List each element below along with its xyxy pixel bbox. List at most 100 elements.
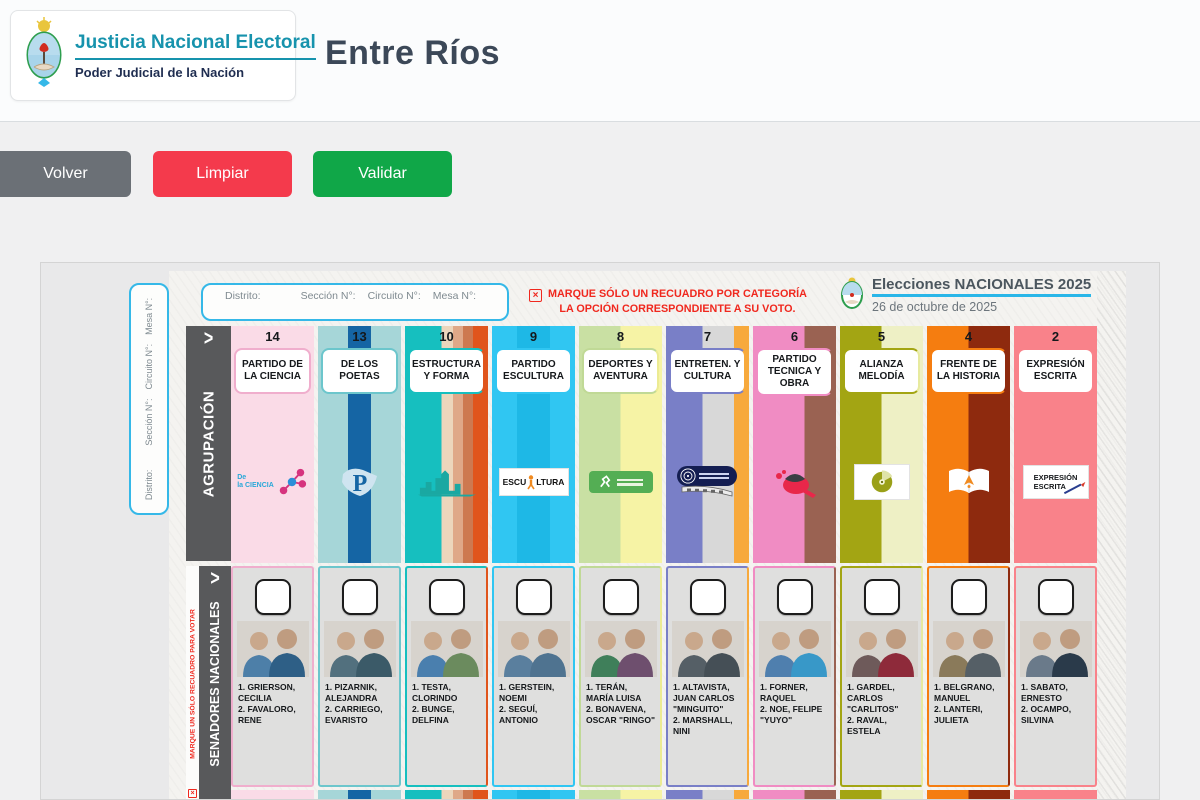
candidate-names: 1. TERÁN, MARÍA LUISA 2. BONAVENA, OSCAR …	[581, 682, 660, 726]
party-number: 8	[616, 329, 625, 344]
candidate-name-line: 2. BUNGE, DELFINA	[412, 704, 455, 726]
party-color-stripes-bottom	[840, 790, 923, 799]
party-name: ALIANZA MELODÍA	[843, 348, 920, 394]
party-color-stripes: 10 ESTRUCTURA Y FORMA	[405, 326, 488, 563]
senator-candidates-card: 1. GRIERSON, CECILIA 2. FAVALORO, RENE	[231, 566, 314, 787]
vote-checkbox[interactable]	[863, 579, 900, 615]
party-logo-entreten	[666, 448, 749, 516]
party-color-stripes: 9 PARTIDO ESCULTURA ESCU LTURA	[492, 326, 575, 563]
svg-text:P: P	[352, 471, 367, 497]
vote-checkbox[interactable]	[515, 579, 552, 615]
party-color-stripes: 8 DEPORTES Y AVENTURA	[579, 326, 662, 563]
candidates-photo	[932, 621, 1005, 677]
vote-checkbox[interactable]	[254, 579, 291, 615]
candidate-names: 1. GRIERSON, CECILIA 2. FAVALORO, RENE	[233, 682, 312, 726]
candidate-names: 1. ALTAVISTA, JUAN CARLOS "MINGUITO" 2. M…	[668, 682, 747, 737]
candidate-name-line: 2. CARRIEGO, EVARISTO	[325, 704, 383, 726]
party-color-stripes: 4 FRENTE DE LA HISTORIA	[927, 326, 1010, 563]
candidate-name-line: 1. FORNER, RAQUEL	[760, 682, 808, 704]
party-logo-escultura: ESCU LTURA	[492, 448, 575, 516]
party-color-stripes-bottom	[1014, 790, 1097, 799]
senadores-warning-strip: MARQUE UN SÓLO RECUADRO PARA VOTAR ×	[186, 566, 199, 799]
candidate-name-line: 2. RAVAL, ESTELA	[847, 715, 887, 737]
party-number: 2	[1051, 329, 1060, 344]
page-title: Entre Ríos	[325, 34, 501, 72]
candidates-photo	[497, 621, 570, 677]
party-number: 4	[964, 329, 973, 344]
candidate-names: 1. SABATO, ERNESTO 2. OCAMPO, SILVINA	[1016, 682, 1095, 726]
senadores-warning-label: MARQUE UN SÓLO RECUADRO PARA VOTAR	[189, 608, 196, 759]
circuito-label: Circuito N°:	[144, 343, 154, 390]
party-color-stripes-bottom	[405, 790, 488, 799]
party-column-13: 13 DE LOS POETAS P 1. PIZARNIK, ALEJANDRA…	[318, 326, 401, 799]
election-date: 26 de octubre de 2025	[872, 300, 998, 314]
candidate-name-line: 2. BONAVENA, OSCAR "RINGO"	[586, 704, 655, 726]
party-name: ENTRETEN. Y CULTURA	[669, 348, 746, 394]
party-number: 6	[790, 329, 799, 344]
vote-checkbox[interactable]	[689, 579, 726, 615]
back-button[interactable]: Volver	[0, 151, 131, 197]
vote-checkbox[interactable]	[776, 579, 813, 615]
party-column-8: 8 DEPORTES Y AVENTURA 1. TERÁN, MARÍA LUI…	[579, 326, 662, 799]
party-column-2: 2 EXPRESIÓN ESCRITA EXPRESIÓN ESCRITA 1. S…	[1014, 326, 1097, 799]
candidate-name-line: 1. GERSTEIN, NOEMI	[499, 682, 555, 704]
party-name: PARTIDO DE LA CIENCIA	[234, 348, 311, 394]
party-name: FRENTE DE LA HISTORIA	[930, 348, 1007, 394]
district-label: Distrito:	[144, 469, 154, 501]
senator-candidates-card: 1. TESTA, CLORINDO 2. BUNGE, DELFINA	[405, 566, 488, 787]
vote-checkbox[interactable]	[428, 579, 465, 615]
top-header: Justicia Nacional Electoral Poder Judici…	[0, 0, 1200, 122]
candidate-name-line: 1. BELGRANO, MANUEL	[934, 682, 995, 704]
seccion-label: Sección N°:	[300, 290, 356, 302]
party-color-stripes-bottom	[492, 790, 575, 799]
candidate-name-line: 1. GARDEL, CARLOS "CARLITOS"	[847, 682, 899, 715]
senator-candidates-card: 1. GERSTEIN, NOEMI 2. SEGUÍ, ANTONIO	[492, 566, 575, 787]
marked-checkbox-icon: ×	[529, 289, 542, 302]
party-number: 10	[439, 329, 454, 344]
section-senadores-label: SENADORES NACIONALES	[208, 600, 222, 767]
party-logo-expresion: EXPRESIÓN ESCRITA	[1014, 448, 1097, 516]
marked-checkbox-icon: ×	[188, 789, 197, 798]
party-color-stripes: 13 DE LOS POETAS P	[318, 326, 401, 563]
district-fields-horizontal: Distrito: Sección N°: Circuito N°: Mesa …	[201, 283, 509, 321]
party-number: 9	[529, 329, 538, 344]
party-color-stripes-bottom	[579, 790, 662, 799]
candidate-name-line: 1. PIZARNIK, ALEJANDRA	[325, 682, 378, 704]
candidate-names: 1. TESTA, CLORINDO 2. BUNGE, DELFINA	[407, 682, 486, 726]
party-column-6: 6 PARTIDO TECNICA Y OBRA 1. FORNER, RAQUE…	[753, 326, 836, 799]
party-column-14: 14 PARTIDO DE LA CIENCIA De la CIENCIA 1. G…	[231, 326, 314, 799]
candidate-names: 1. PIZARNIK, ALEJANDRA 2. CARRIEGO, EVARI…	[320, 682, 399, 726]
senator-candidates-card: 1. PIZARNIK, ALEJANDRA 2. CARRIEGO, EVARI…	[318, 566, 401, 787]
party-name: PARTIDO TECNICA Y OBRA	[756, 348, 833, 396]
candidate-name-line: 2. SEGUÍ, ANTONIO	[499, 704, 539, 726]
vote-checkbox[interactable]	[1037, 579, 1074, 615]
senadores-dark-bar: > SENADORES NACIONALES	[199, 566, 231, 799]
ballot-panel: Distrito: Sección N°: Circuito N°: Mesa …	[40, 262, 1160, 800]
vote-checkbox[interactable]	[602, 579, 639, 615]
party-logo-poetas: P	[318, 448, 401, 516]
party-name: PARTIDO ESCULTURA	[495, 348, 572, 394]
candidates-photo	[323, 621, 396, 677]
senator-candidates-card: 1. SABATO, ERNESTO 2. OCAMPO, SILVINA	[1014, 566, 1097, 787]
watermark-strip	[1097, 271, 1126, 799]
candidates-photo	[1019, 621, 1092, 677]
candidates-photo	[671, 621, 744, 677]
candidates-photo	[758, 621, 831, 677]
category-warning-line1: MARQUE SÓLO UN RECUADRO POR CATEGORÍA	[548, 288, 807, 300]
party-number: 5	[877, 329, 886, 344]
party-name: ESTRUCTURA Y FORMA	[408, 348, 485, 394]
party-column-7: 7 ENTRETEN. Y CULTURA 1. ALTAVISTA, JUAN …	[666, 326, 749, 799]
party-logo-historia	[927, 448, 1010, 516]
party-color-stripes: 2 EXPRESIÓN ESCRITA EXPRESIÓN ESCRITA	[1014, 326, 1097, 563]
mesa-label: Mesa N°:	[144, 297, 154, 335]
party-column-10: 10 ESTRUCTURA Y FORMA 1. TESTA, CLORINDO 2…	[405, 326, 488, 799]
seccion-label: Sección N°:	[144, 398, 154, 446]
party-column-9: 9 PARTIDO ESCULTURA ESCU LTURA 1. GERSTEIN…	[492, 326, 575, 799]
candidate-name-line: 1. SABATO, ERNESTO	[1021, 682, 1068, 704]
vote-checkbox[interactable]	[341, 579, 378, 615]
vote-checkbox[interactable]	[950, 579, 987, 615]
validate-button[interactable]: Validar	[313, 151, 452, 197]
brand-subtitle: Poder Judicial de la Nación	[75, 64, 245, 80]
party-column-5: 5 ALIANZA MELODÍA 1. GARDEL, CARLOS "CARL…	[840, 326, 923, 799]
clear-button[interactable]: Limpiar	[153, 151, 292, 197]
